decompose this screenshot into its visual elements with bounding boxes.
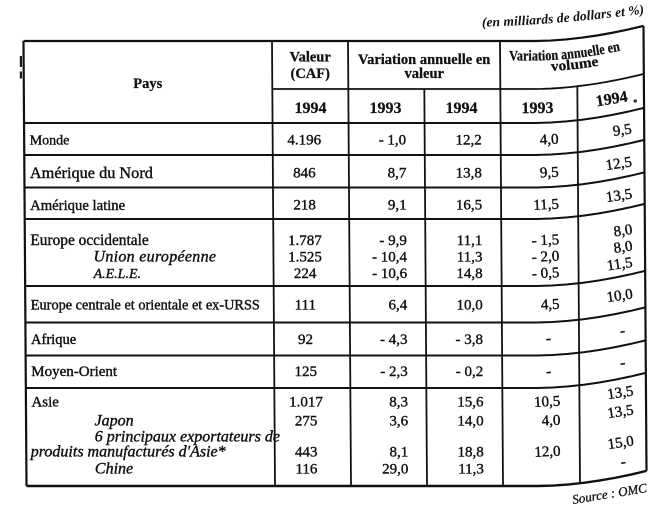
svg-text:Monde: Monde — [30, 134, 70, 149]
svg-text:111: 111 — [295, 298, 316, 314]
svg-text:- 10,6: - 10,6 — [372, 266, 407, 282]
svg-text:11,5: 11,5 — [606, 255, 634, 275]
svg-text:18,8: 18,8 — [458, 445, 484, 461]
svg-text:- 4,3: - 4,3 — [380, 332, 408, 348]
svg-text:12,2: 12,2 — [455, 133, 481, 149]
svg-text:1.787: 1.787 — [288, 233, 322, 249]
svg-text:- 10,4: - 10,4 — [372, 250, 407, 266]
svg-text:11,1: 11,1 — [457, 233, 483, 249]
svg-text:Variation annuelle en: Variation annuelle en — [358, 52, 490, 68]
svg-text:12,0: 12,0 — [534, 444, 561, 461]
svg-text:11,3: 11,3 — [458, 462, 484, 478]
svg-text:15,0: 15,0 — [607, 433, 635, 453]
svg-text:Union européenne: Union européenne — [93, 249, 216, 266]
svg-text:Asie: Asie — [31, 395, 59, 411]
svg-text:(CAF): (CAF) — [291, 66, 331, 82]
svg-text:produits manufacturés d'Asie*: produits manufacturés d'Asie* — [30, 444, 226, 461]
svg-text:846: 846 — [293, 166, 316, 182]
svg-text:125: 125 — [295, 364, 318, 380]
svg-text:-: - — [546, 330, 552, 347]
svg-text:Amérique latine: Amérique latine — [30, 198, 126, 214]
svg-text:-: - — [619, 354, 626, 372]
svg-text:443: 443 — [295, 445, 318, 461]
svg-text:8,0: 8,0 — [613, 238, 634, 257]
svg-text:- 2,0: - 2,0 — [531, 249, 559, 266]
svg-text:8,3: 8,3 — [389, 395, 408, 411]
svg-text:-: - — [546, 363, 552, 380]
svg-text:275: 275 — [295, 414, 318, 430]
svg-text:6,4: 6,4 — [389, 298, 408, 314]
svg-text:4,0: 4,0 — [541, 413, 561, 430]
svg-text:3,6: 3,6 — [389, 414, 408, 430]
svg-text:6 principaux exportateurs de: 6 principaux exportateurs de — [95, 429, 280, 446]
svg-text:- 1,0: - 1,0 — [379, 133, 407, 149]
svg-text:116: 116 — [295, 462, 317, 478]
svg-text:volume: volume — [550, 54, 600, 75]
svg-text:13,8: 13,8 — [456, 166, 482, 182]
svg-text:Moyen-Orient: Moyen-Orient — [31, 364, 118, 380]
svg-text:- 9,9: - 9,9 — [379, 233, 407, 249]
svg-text:8,0: 8,0 — [613, 222, 634, 241]
svg-text:224: 224 — [294, 266, 317, 282]
svg-text:218: 218 — [293, 198, 316, 214]
svg-text:- 2,3: - 2,3 — [380, 364, 408, 380]
svg-text:14,8: 14,8 — [456, 266, 482, 282]
svg-text:1.017: 1.017 — [289, 395, 323, 411]
svg-text:12,5: 12,5 — [605, 154, 633, 174]
svg-text:10,0: 10,0 — [457, 298, 483, 314]
svg-text:1993: 1993 — [369, 100, 401, 117]
svg-text:Pays: Pays — [133, 76, 162, 92]
svg-text:1994: 1994 — [445, 100, 477, 117]
svg-text:11,5: 11,5 — [533, 197, 559, 214]
svg-text:-: - — [620, 453, 627, 471]
svg-text:Europe centrale et orientale e: Europe centrale et orientale et ex-URSS — [31, 298, 260, 314]
svg-text:- 0,5: - 0,5 — [532, 265, 560, 282]
svg-text:- 1,5: - 1,5 — [531, 232, 559, 249]
svg-text:1994: 1994 — [595, 88, 629, 110]
svg-text:Amérique du Nord: Amérique du Nord — [30, 163, 153, 182]
svg-text:11,3: 11,3 — [457, 250, 483, 266]
svg-text:29,0: 29,0 — [382, 462, 408, 478]
svg-text:13,5: 13,5 — [606, 383, 634, 403]
svg-text:10,5: 10,5 — [534, 394, 561, 411]
svg-text:1993: 1993 — [521, 100, 553, 117]
svg-text:Afrique: Afrique — [31, 332, 76, 348]
svg-text:13,5: 13,5 — [605, 186, 633, 206]
svg-text:14,0: 14,0 — [457, 414, 483, 430]
svg-text:9,5: 9,5 — [540, 165, 560, 182]
svg-text:13,5: 13,5 — [606, 402, 634, 422]
svg-text:15,6: 15,6 — [457, 395, 484, 411]
svg-text:4.196: 4.196 — [287, 133, 321, 149]
svg-text:A.E.L.E.: A.E.L.E. — [93, 267, 141, 282]
svg-text:16,5: 16,5 — [456, 198, 482, 214]
svg-text:9,1: 9,1 — [388, 198, 407, 214]
svg-text:Europe occidentale: Europe occidentale — [30, 232, 149, 249]
svg-text:Japon: Japon — [95, 413, 134, 430]
svg-text:Valeur: Valeur — [289, 50, 331, 66]
svg-text:9,5: 9,5 — [612, 121, 633, 140]
svg-text:8,7: 8,7 — [388, 166, 407, 182]
svg-text:92: 92 — [298, 332, 313, 348]
svg-text:-: - — [619, 322, 626, 340]
svg-text:1.525: 1.525 — [288, 250, 322, 266]
svg-text:8,1: 8,1 — [390, 445, 409, 461]
svg-text:4,5: 4,5 — [540, 297, 560, 314]
svg-text:1994: 1994 — [294, 100, 326, 117]
svg-text:valeur: valeur — [405, 66, 445, 82]
svg-text:- 3,8: - 3,8 — [456, 332, 484, 348]
svg-text:Chine: Chine — [95, 461, 133, 478]
svg-text:4,0: 4,0 — [539, 132, 559, 149]
svg-text:- 0,2: - 0,2 — [456, 364, 484, 380]
svg-text:10,0: 10,0 — [606, 286, 634, 306]
